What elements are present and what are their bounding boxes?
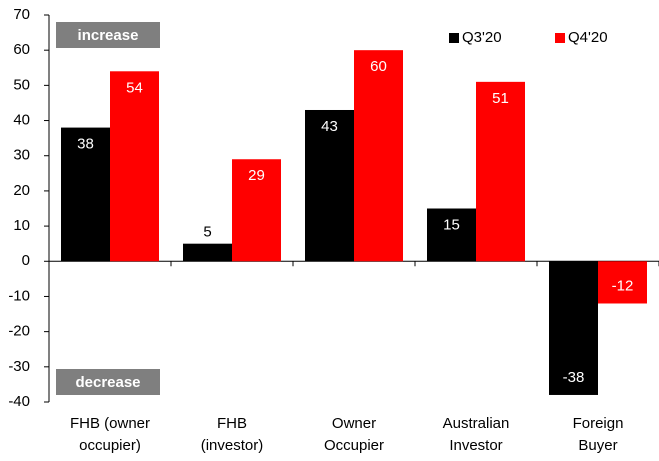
y-tick-label: -40 (8, 393, 30, 410)
x-tick-label: Occupier (324, 437, 384, 454)
annotation-box (56, 22, 160, 48)
x-tick-label: Owner (332, 415, 376, 432)
x-tick-label: FHB (217, 415, 247, 432)
data-label: 60 (370, 58, 387, 75)
data-label: -12 (612, 277, 634, 294)
y-tick-label: -30 (8, 358, 30, 375)
y-tick-label: 50 (13, 76, 30, 93)
x-tick-label: (investor) (201, 437, 264, 454)
data-label: 54 (126, 79, 143, 96)
bar (61, 127, 110, 262)
x-tick-label: FHB (owner (70, 415, 150, 432)
legend-swatch (555, 33, 565, 43)
legend-swatch (449, 33, 459, 43)
y-tick-label: 30 (13, 147, 30, 164)
annotation: decrease (75, 374, 140, 391)
y-tick-label: 20 (13, 182, 30, 199)
bar (598, 261, 647, 304)
y-tick-label: 60 (13, 41, 30, 58)
x-tick-label: Australian (443, 415, 510, 432)
bar (232, 159, 281, 262)
y-tick-label: 40 (13, 112, 30, 129)
data-label: 5 (203, 224, 211, 241)
x-tick-label: Foreign (573, 415, 624, 432)
bar (305, 109, 354, 262)
bar (476, 81, 525, 262)
bar (183, 243, 232, 262)
data-label: 38 (77, 136, 94, 153)
bar (427, 208, 476, 262)
annotation: increase (78, 27, 139, 44)
y-tick-label: -10 (8, 287, 30, 304)
bar (110, 71, 159, 262)
legend-label: Q4'20 (568, 29, 608, 46)
data-label: 29 (248, 167, 265, 184)
x-tick-label: occupier) (79, 437, 141, 454)
x-tick-label: Investor (449, 437, 502, 454)
y-tick-label: 10 (13, 217, 30, 234)
legend-label: Q3'20 (462, 29, 502, 46)
y-tick-label: 70 (13, 6, 30, 23)
data-label: -38 (563, 369, 585, 386)
annotation-box (56, 369, 160, 395)
bar (549, 261, 598, 395)
y-tick-label: -20 (8, 323, 30, 340)
y-tick-label: 0 (22, 252, 30, 269)
data-label: 15 (443, 216, 460, 233)
bar (354, 50, 403, 262)
data-label: 51 (492, 90, 509, 107)
x-tick-label: Buyer (578, 437, 617, 454)
data-label: 43 (321, 118, 338, 135)
